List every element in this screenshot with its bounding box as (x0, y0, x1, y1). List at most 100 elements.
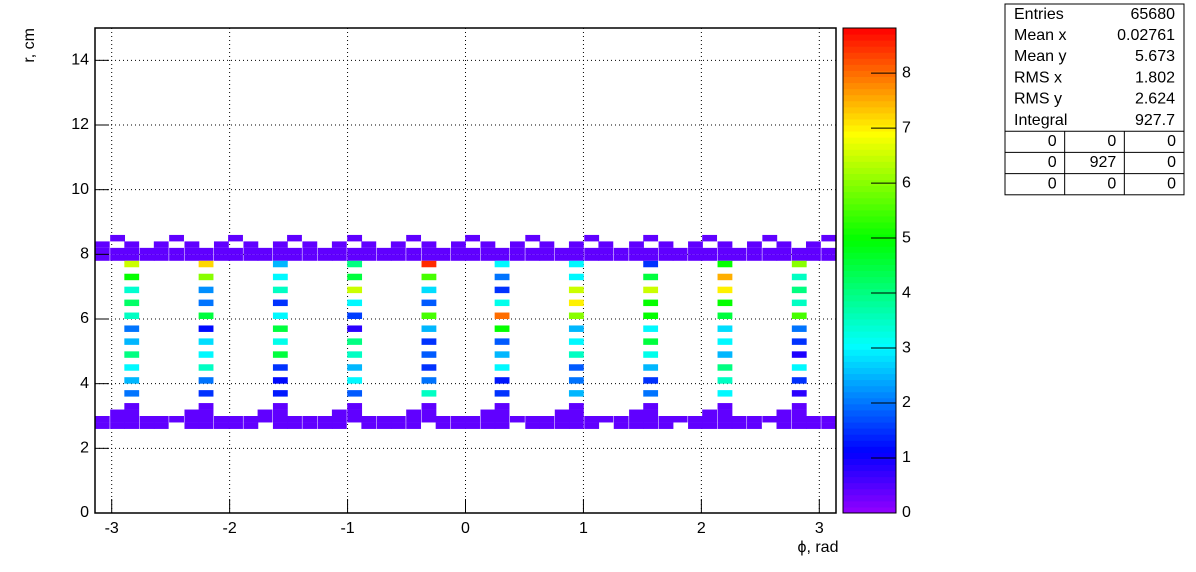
colorbar-step (843, 494, 896, 502)
cell (257, 254, 273, 261)
cell (198, 364, 214, 371)
colorbar-step (843, 476, 896, 484)
colorbar-step (843, 452, 896, 459)
stats-value: 65680 (1131, 6, 1176, 23)
cell (494, 390, 510, 397)
cell (198, 351, 214, 358)
cell (406, 409, 422, 416)
cell (658, 254, 674, 261)
cell (124, 403, 140, 410)
cell (243, 254, 259, 261)
cell (598, 241, 614, 248)
cell (421, 247, 437, 255)
cell (331, 409, 347, 416)
cell (539, 416, 555, 423)
cell (94, 247, 110, 255)
cell (421, 254, 437, 261)
cell (94, 241, 110, 248)
cell (287, 247, 302, 255)
cell (791, 409, 807, 416)
cell (421, 299, 437, 307)
colorbar-step (843, 506, 896, 514)
table-cell: 0 (1107, 133, 1116, 150)
cell (568, 416, 584, 423)
cell (658, 247, 674, 255)
cell (272, 416, 288, 423)
cell (717, 422, 733, 429)
cell (331, 247, 347, 255)
x-tick-label: -3 (105, 520, 119, 537)
cell (525, 247, 541, 255)
cell (94, 422, 110, 429)
colorbar-step (843, 88, 896, 96)
cell (613, 254, 629, 261)
colorbar-step (843, 500, 896, 508)
cell (791, 312, 807, 319)
cell (480, 409, 496, 416)
cell (702, 422, 718, 429)
cell (465, 247, 480, 255)
cell (184, 409, 200, 416)
cell (272, 351, 288, 358)
cell (568, 409, 584, 416)
cell (554, 247, 570, 255)
cell (688, 241, 703, 248)
cell (287, 234, 302, 242)
colorbar-step (843, 161, 896, 168)
cell (629, 409, 644, 416)
cell (110, 422, 126, 429)
cell (791, 403, 807, 410)
cell (331, 241, 347, 248)
cell (465, 416, 480, 423)
stats-value: 5.673 (1135, 48, 1175, 65)
cell (643, 409, 659, 416)
y-tick-label: 0 (80, 504, 89, 521)
cell (347, 247, 363, 255)
cell (228, 234, 243, 242)
cell (169, 247, 184, 255)
colorbar-step (843, 155, 896, 162)
cell (702, 409, 718, 416)
cell (110, 254, 126, 261)
cell (568, 241, 584, 248)
colorbar-frame (842, 27, 897, 514)
cell (525, 254, 541, 261)
colorbar-step (843, 234, 896, 241)
cell (762, 416, 778, 423)
cell (390, 416, 406, 423)
cell (317, 416, 333, 423)
cell (658, 416, 674, 423)
cell (494, 351, 510, 358)
cell (347, 377, 363, 384)
colorbar-step (843, 143, 896, 150)
cell (747, 254, 762, 261)
cell (421, 273, 437, 281)
z-tick-label: 4 (902, 284, 911, 301)
cell (184, 247, 200, 255)
cell (110, 247, 126, 255)
cell (184, 422, 200, 429)
colorbar-step (843, 70, 896, 77)
cell (791, 325, 807, 332)
cell (762, 234, 778, 242)
z-tick-label: 2 (902, 394, 911, 411)
cell (731, 422, 747, 429)
colorbar-step (843, 361, 896, 368)
cell (465, 254, 480, 261)
cell (287, 254, 302, 261)
cell (539, 422, 555, 429)
cell (198, 299, 214, 307)
cell (643, 390, 659, 397)
x-tick-label: 1 (579, 520, 588, 537)
z-tick-label: 8 (902, 64, 911, 81)
colorbar-step (843, 464, 896, 472)
colorbar-step (843, 312, 896, 320)
cell (509, 241, 525, 248)
cell (302, 241, 318, 248)
cell (821, 416, 837, 423)
cell (494, 338, 510, 345)
colorbar-step (843, 246, 896, 253)
cell (791, 390, 807, 397)
colorbar-step (843, 209, 896, 217)
colorbar-step (843, 403, 896, 411)
